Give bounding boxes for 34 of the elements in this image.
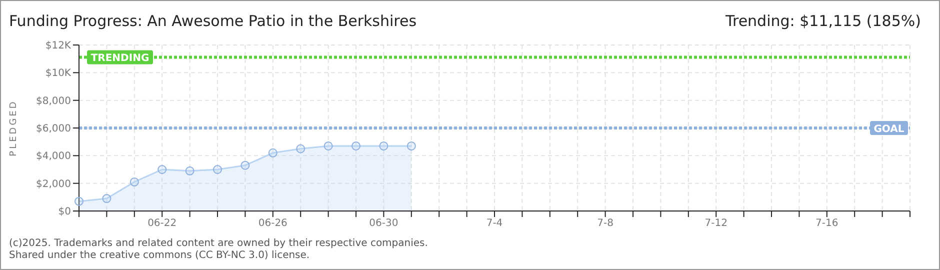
x-tick-label: 7-16	[816, 218, 838, 230]
y-tick-label: $2,000	[36, 178, 71, 190]
point	[240, 160, 250, 170]
text: Shared under the creative commons (CC BY-NC 3.0) license.	[9, 250, 311, 262]
point	[130, 177, 139, 186]
y-tick-label: $10K	[45, 68, 72, 80]
point	[352, 141, 360, 150]
ref-line-label: GOAL	[874, 124, 905, 135]
y-tick-label: $0	[58, 206, 71, 218]
chart-title: Funding Progress: An Awesome Patio in the Berkshires	[9, 12, 417, 30]
y-tick-label: $12K	[45, 40, 72, 52]
x-tick-label: 06-30	[369, 218, 398, 230]
point	[213, 165, 222, 174]
x-tick-label: 7-12	[704, 218, 728, 230]
point	[406, 141, 416, 150]
x-tick-label: 7-4	[486, 218, 503, 230]
y-tick-label: $8,000	[36, 96, 71, 107]
x-tick-label: 7-8	[597, 218, 614, 230]
point	[296, 144, 306, 154]
ref-line-label: TRENDING	[90, 53, 150, 64]
point	[324, 141, 333, 150]
x-tick-label: 06-26	[258, 218, 288, 230]
point	[379, 141, 388, 150]
text: (c)2025. Trademarks and related content are owned by their respective companies.	[9, 238, 428, 250]
point	[102, 194, 112, 204]
point	[74, 196, 84, 206]
x-tick-label: 06-22	[148, 218, 177, 230]
chart-subtitle: Trending: $11,115 (185%)	[726, 12, 921, 30]
point	[185, 166, 194, 176]
y-axis-title: PLEDGED	[9, 100, 20, 156]
y-tick-label: $6,000	[36, 124, 71, 135]
y-tick-label: $4,000	[36, 151, 71, 162]
point	[268, 148, 278, 158]
point	[158, 165, 167, 174]
